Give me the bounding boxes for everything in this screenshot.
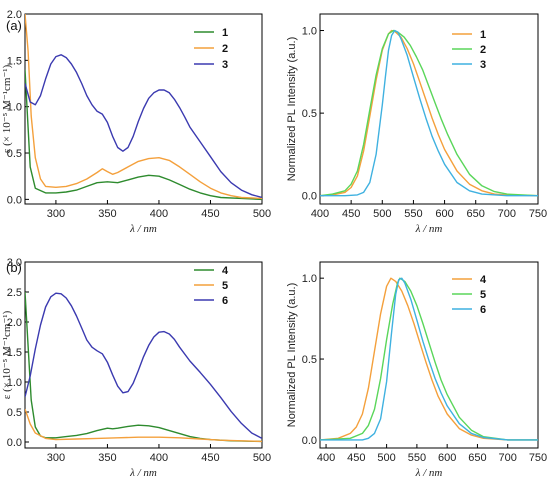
- series-line-2: [25, 14, 262, 200]
- x-axis-label: λ / nm: [415, 223, 443, 235]
- x-tick-label: 750: [529, 452, 547, 464]
- series-line-6: [320, 277, 538, 441]
- x-tick-label: 300: [47, 208, 65, 220]
- plot-frame: [24, 13, 263, 205]
- x-tick-label: 650: [468, 452, 486, 464]
- legend-label-1: 1: [222, 27, 228, 39]
- x-tick-label: 400: [311, 208, 329, 220]
- x-tick-label: 500: [373, 208, 391, 220]
- series-line-2: [320, 29, 538, 197]
- x-tick-label: 500: [377, 452, 395, 464]
- y-tick-label: 1.0: [7, 102, 22, 114]
- y-tick-label: 1.0: [302, 26, 317, 38]
- x-tick-label: 400: [150, 452, 168, 464]
- x-tick-label: 450: [201, 208, 219, 220]
- x-tick-label: 400: [317, 452, 335, 464]
- y-axis-label: Normalized PL Intensity (a.u.): [286, 283, 298, 427]
- series-line-4: [25, 291, 262, 443]
- series-line-3: [25, 54, 262, 199]
- series-line-1: [25, 69, 262, 201]
- legend-label-4: 4: [480, 274, 487, 286]
- y-tick-label: 2.0: [7, 317, 22, 329]
- y-axis-label: ε (× 10⁻⁵ M⁻¹cm⁻¹): [1, 310, 13, 399]
- series-line-1: [320, 29, 538, 197]
- x-axis-label: λ / nm: [415, 467, 443, 479]
- y-tick-label: 2.5: [7, 287, 22, 299]
- legend-label-2: 2: [480, 44, 486, 56]
- x-tick-label: 600: [438, 452, 456, 464]
- plot-frame: [319, 13, 539, 205]
- y-tick-label: 1.0: [302, 273, 317, 285]
- y-tick-label: 0.0: [302, 435, 317, 447]
- series-line-5: [25, 408, 262, 443]
- x-tick-label: 750: [529, 208, 547, 220]
- legend-label-5: 5: [222, 280, 228, 292]
- y-tick-label: 3.0: [7, 257, 22, 269]
- y-tick-label: 0.0: [7, 437, 22, 449]
- y-axis-label: Normalized PL Intensity (a.u.): [286, 37, 298, 181]
- y-tick-label: 0.5: [302, 354, 317, 366]
- x-axis-label: λ / nm: [129, 467, 157, 479]
- y-tick-label: 1.5: [7, 347, 22, 359]
- x-tick-label: 500: [253, 452, 271, 464]
- x-tick-label: 350: [98, 208, 116, 220]
- x-axis-label: λ / nm: [129, 223, 157, 235]
- panel-label-a: (a): [6, 18, 22, 33]
- series-line-3: [320, 29, 538, 197]
- y-tick-label: 0.5: [7, 148, 22, 160]
- y-tick-label: 2.0: [7, 9, 22, 21]
- legend-label-6: 6: [222, 295, 228, 307]
- x-tick-label: 450: [342, 208, 360, 220]
- legend-label-5: 5: [480, 289, 486, 301]
- y-tick-label: 0.5: [302, 108, 317, 120]
- series-line-6: [25, 292, 262, 440]
- y-tick-label: 1.0: [7, 377, 22, 389]
- series-line-5: [320, 277, 538, 441]
- x-tick-label: 450: [201, 452, 219, 464]
- legend-label-3: 3: [480, 59, 486, 71]
- x-tick-label: 300: [47, 452, 65, 464]
- x-tick-label: 500: [253, 208, 271, 220]
- x-tick-label: 350: [98, 452, 116, 464]
- x-tick-label: 600: [435, 208, 453, 220]
- legend-label-3: 3: [222, 59, 228, 71]
- plot-frame: [24, 261, 263, 449]
- x-tick-label: 700: [499, 452, 517, 464]
- y-axis-label: ε (× 10⁻⁵ M⁻¹cm⁻¹): [1, 64, 13, 153]
- y-tick-label: 0.5: [7, 407, 22, 419]
- x-tick-label: 550: [408, 452, 426, 464]
- y-tick-label: 0.0: [302, 191, 317, 203]
- chart-absorption-1-3: 300 350 400 450 500 0.0 0.5 1.0 1.5 2.0 λ / nm ε (×…: [1, 9, 271, 235]
- chart-absorption-4-6: 300 350 400 450 500 0.0 0.5 1.0 1.5 2.0 2.5 3.0 λ / …: [1, 257, 271, 479]
- y-tick-label: 1.5: [7, 55, 22, 67]
- panel-label-b: (b): [6, 260, 22, 275]
- x-tick-label: 550: [404, 208, 422, 220]
- legend-label-2: 2: [222, 43, 228, 55]
- series-line-4: [320, 277, 538, 441]
- chart-emission-1-3: 400 450 500 550 600 650 700 750 0.0 0.5 1.0 λ / nm N…: [286, 13, 547, 235]
- x-tick-label: 700: [498, 208, 516, 220]
- x-tick-label: 400: [150, 208, 168, 220]
- legend-label-6: 6: [480, 304, 486, 316]
- y-tick-label: 0.0: [7, 194, 22, 206]
- x-tick-label: 450: [347, 452, 365, 464]
- plot-frame: [319, 261, 539, 449]
- x-tick-label: 650: [467, 208, 485, 220]
- legend-label-4: 4: [222, 265, 229, 277]
- chart-emission-4-6: 400 450 500 550 600 650 700 750 0.0 0.5 1.0 λ / nm N…: [286, 261, 547, 479]
- legend-label-1: 1: [480, 29, 486, 41]
